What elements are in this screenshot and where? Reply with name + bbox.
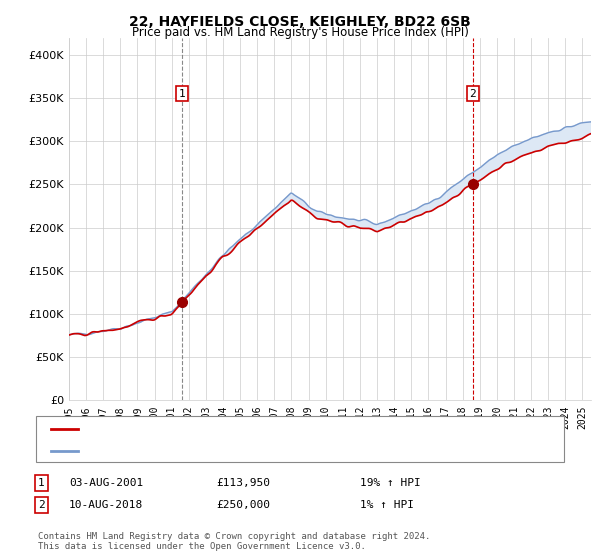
- Text: 03-AUG-2001: 03-AUG-2001: [69, 478, 143, 488]
- Text: Contains HM Land Registry data © Crown copyright and database right 2024.
This d: Contains HM Land Registry data © Crown c…: [38, 532, 430, 552]
- Text: 22, HAYFIELDS CLOSE, KEIGHLEY, BD22 6SB: 22, HAYFIELDS CLOSE, KEIGHLEY, BD22 6SB: [129, 15, 471, 29]
- Text: 1% ↑ HPI: 1% ↑ HPI: [360, 500, 414, 510]
- Text: £113,950: £113,950: [216, 478, 270, 488]
- Text: Price paid vs. HM Land Registry's House Price Index (HPI): Price paid vs. HM Land Registry's House …: [131, 26, 469, 39]
- Text: 1: 1: [179, 88, 185, 99]
- Text: 19% ↑ HPI: 19% ↑ HPI: [360, 478, 421, 488]
- Text: 2: 2: [38, 500, 44, 510]
- Text: 2: 2: [470, 88, 476, 99]
- Text: 10-AUG-2018: 10-AUG-2018: [69, 500, 143, 510]
- Text: HPI: Average price, detached house, Bradford: HPI: Average price, detached house, Brad…: [84, 446, 322, 455]
- Text: £250,000: £250,000: [216, 500, 270, 510]
- Text: 1: 1: [38, 478, 44, 488]
- Text: 22, HAYFIELDS CLOSE, KEIGHLEY, BD22 6SB (detached house): 22, HAYFIELDS CLOSE, KEIGHLEY, BD22 6SB …: [84, 424, 408, 434]
